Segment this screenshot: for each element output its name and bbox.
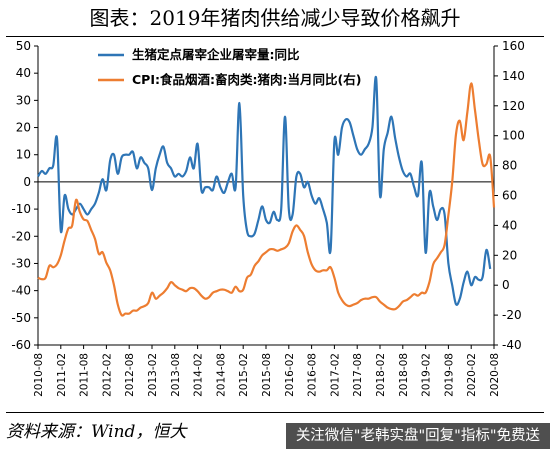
right-tick-label: 80 [502, 159, 517, 173]
left-tick-label: 20 [16, 121, 31, 135]
right-tick-label: -40 [502, 338, 522, 352]
left-tick-label: -20 [11, 229, 31, 243]
series-lines [37, 75, 496, 317]
x-tick-label: 2018-08 [398, 353, 410, 397]
x-tick-label: 2019-08 [443, 353, 455, 397]
source-rule [6, 412, 544, 413]
x-tick-label: 2015-02 [238, 353, 250, 397]
right-tick-label: 0 [502, 278, 510, 292]
title-rule [6, 36, 544, 37]
legend-label-slaughter: 生猪定点屠宰企业屠宰量:同比 [132, 47, 300, 62]
right-tick-label: 40 [502, 218, 517, 232]
x-tick-label: 2013-08 [170, 353, 182, 397]
left-tick-label: -40 [11, 284, 31, 298]
x-tick-label: 2016-08 [307, 353, 319, 397]
left-tick-label: -50 [11, 311, 31, 325]
left-tick-label: 40 [16, 66, 31, 80]
x-tick-label: 2011-02 [56, 353, 68, 397]
x-tick-label: 2015-08 [261, 353, 273, 397]
right-tick-label: 140 [502, 69, 525, 83]
x-axis-ticks: 2010-08 2011-02 2011-08 2012-02 2012-08 2013-… [33, 345, 501, 397]
source-note: 资料来源：Wind，恒大 [6, 422, 187, 442]
x-tick-label: 2016-02 [284, 353, 296, 397]
legend-label-cpi: CPI:食品烟酒:畜肉类:猪肉:当月同比(右) [132, 72, 361, 87]
watermark-banner: 关注微信"老韩实盘"回复"指标"免费送 [285, 423, 550, 449]
x-tick-label: 2013-02 [147, 353, 159, 397]
x-tick-label: 2010-08 [33, 353, 45, 397]
left-axis-ticks: 50 40 30 20 10 0 -10 -20 -30 -40 -50 -60 [11, 39, 38, 352]
left-tick-label: -10 [11, 202, 31, 216]
chart-axes [37, 46, 495, 346]
right-tick-label: 100 [502, 129, 525, 143]
right-tick-label: 60 [502, 189, 517, 203]
left-tick-label: 50 [16, 39, 31, 53]
right-tick-label: 20 [502, 248, 517, 262]
right-tick-label: 120 [502, 99, 525, 113]
chart-title: 图表：2019年猪肉供给减少导致价格飙升 [89, 6, 461, 30]
x-tick-label: 2020-08 [489, 353, 501, 397]
x-tick-label: 2011-08 [79, 353, 91, 397]
x-tick-label: 2018-02 [375, 353, 387, 397]
legend: 生猪定点屠宰企业屠宰量:同比 CPI:食品烟酒:畜肉类:猪肉:当月同比(右) [98, 47, 361, 87]
left-tick-label: -60 [11, 338, 31, 352]
series-line-cpi [37, 82, 496, 317]
x-tick-label: 2012-02 [101, 353, 113, 397]
x-tick-label: 2012-08 [124, 353, 136, 397]
left-tick-label: 10 [16, 148, 31, 162]
x-tick-label: 2017-08 [352, 353, 364, 397]
left-tick-label: -30 [11, 256, 31, 270]
x-tick-label: 2014-08 [215, 353, 227, 397]
x-tick-label: 2017-02 [329, 353, 341, 397]
right-axis-ticks: 160 140 120 100 80 60 40 20 0 -20 -40 [494, 39, 525, 352]
left-tick-label: 0 [23, 175, 31, 189]
x-tick-label: 2019-02 [421, 353, 433, 397]
x-tick-label: 2020-02 [466, 353, 478, 397]
right-tick-label: -20 [502, 308, 522, 322]
series-line-slaughter [37, 75, 492, 306]
left-tick-label: 30 [16, 93, 31, 107]
right-tick-label: 160 [502, 39, 525, 53]
x-tick-label: 2014-02 [193, 353, 205, 397]
